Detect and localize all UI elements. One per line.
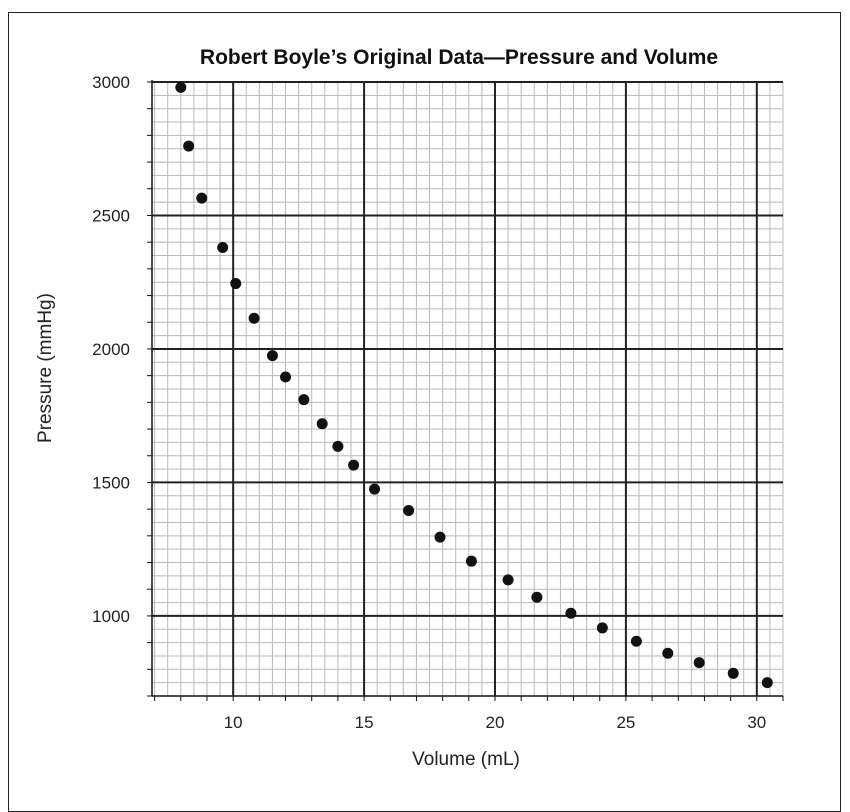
x-tick-label: 15: [355, 713, 374, 732]
data-point: [196, 192, 208, 204]
data-point: [369, 483, 381, 495]
data-point: [266, 350, 278, 362]
data-point: [348, 459, 360, 471]
data-point: [175, 81, 187, 93]
y-axis-label: Pressure (mmHg): [35, 293, 56, 443]
y-tick-label: 1500: [92, 473, 130, 492]
data-point: [403, 504, 415, 516]
y-tick-label: 2500: [92, 206, 130, 225]
data-point: [183, 140, 195, 152]
x-tick-label: 30: [747, 713, 766, 732]
data-point: [465, 555, 477, 567]
x-tick-label: 10: [224, 713, 243, 732]
data-point: [565, 607, 577, 619]
data-point: [662, 647, 674, 659]
data-point: [248, 312, 260, 324]
data-point: [596, 622, 608, 634]
y-tick-label: 2000: [92, 340, 130, 359]
data-point: [434, 531, 446, 543]
x-tick-label: 20: [486, 713, 505, 732]
data-point: [316, 418, 328, 430]
data-point: [727, 667, 739, 679]
data-point: [230, 278, 242, 290]
data-point: [531, 591, 543, 603]
data-point: [630, 635, 642, 647]
axis-ticks: 10 15 20 25 30 1000 1500 2000 2500 3000: [92, 73, 784, 732]
data-point: [761, 677, 773, 689]
data-point: [502, 574, 514, 586]
chart-title: Robert Boyle’s Original Data—Pressure an…: [200, 46, 718, 69]
data-point: [693, 657, 705, 669]
data-points: [175, 81, 773, 689]
data-point: [280, 371, 292, 383]
data-point: [298, 394, 310, 406]
x-axis-label: Volume (mL): [412, 749, 520, 770]
y-tick-label: 1000: [92, 607, 130, 626]
data-point: [332, 440, 344, 452]
data-point: [217, 242, 229, 254]
x-tick-label: 25: [616, 713, 635, 732]
plot-grid: [151, 80, 784, 697]
scatter-chart: Robert Boyle’s Original Data—Pressure an…: [35, 46, 784, 770]
y-tick-label: 3000: [92, 73, 130, 92]
